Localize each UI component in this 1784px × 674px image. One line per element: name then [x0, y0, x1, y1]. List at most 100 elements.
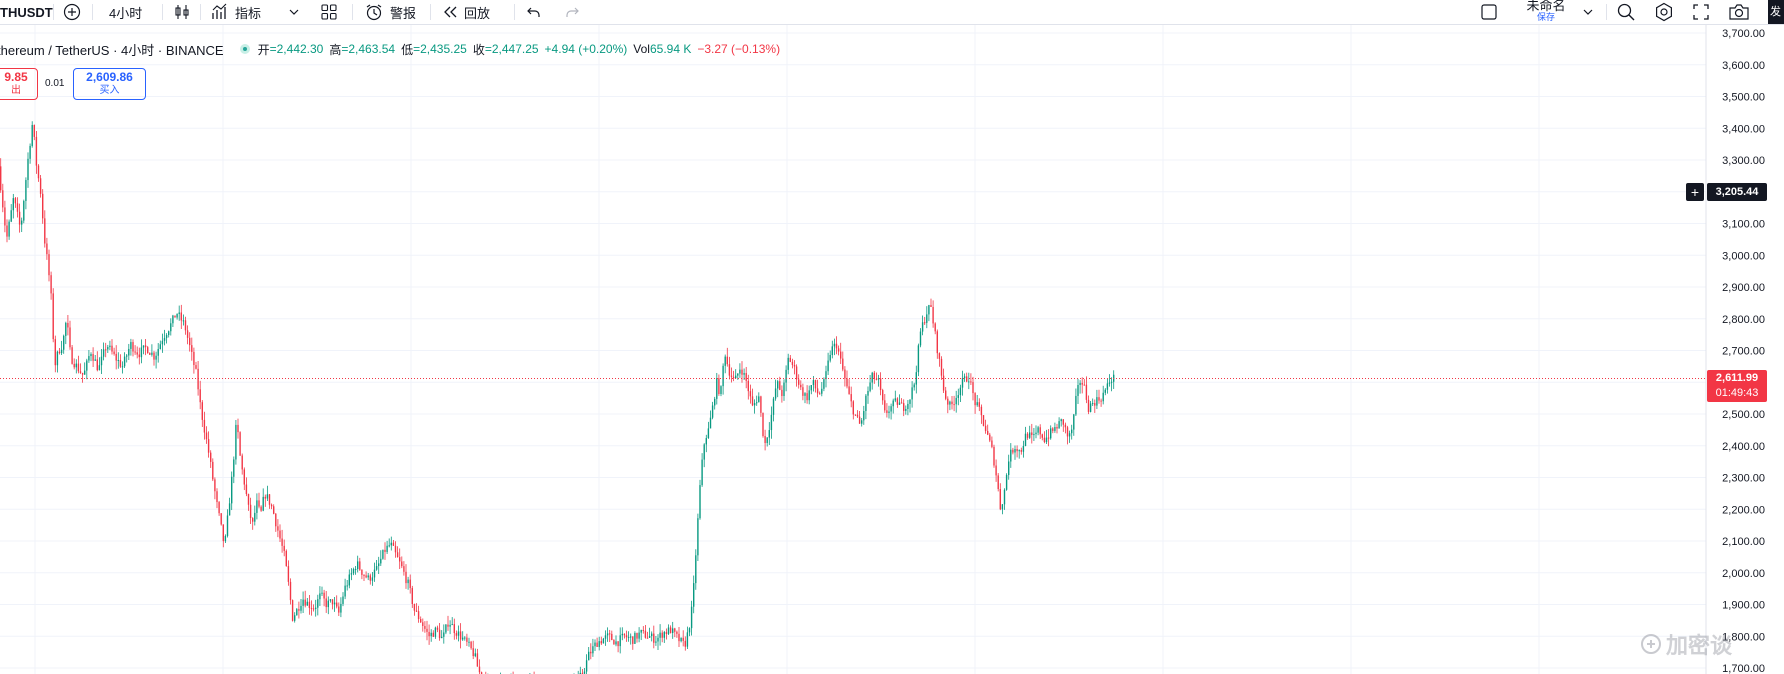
candle-body	[210, 452, 212, 462]
layout-button[interactable]	[320, 0, 338, 24]
candle-body	[732, 376, 735, 379]
candle-body	[837, 348, 840, 352]
candle-body	[403, 566, 405, 572]
candle-body	[951, 401, 953, 405]
indicators-dropdown[interactable]	[288, 0, 300, 24]
candle-body	[422, 622, 424, 626]
candle-body	[711, 405, 714, 418]
indicators-button[interactable]: 指标	[211, 0, 261, 24]
candle-body	[596, 642, 598, 647]
price-tick-label: 1,700.00	[1722, 663, 1765, 674]
interval-button[interactable]: 4小时	[109, 5, 143, 21]
candle-body	[340, 603, 342, 613]
publish-button[interactable]: 发	[1768, 0, 1784, 24]
layout-save-button[interactable]: 未命名 保存	[1510, 0, 1582, 24]
candle-body	[693, 583, 695, 607]
candle-body	[942, 375, 945, 391]
candle-body	[703, 444, 705, 460]
candle-body	[443, 632, 445, 637]
candle-body	[296, 609, 298, 616]
sell-button[interactable]: 9.85 出	[0, 68, 38, 100]
candle-body	[581, 672, 584, 674]
candle-body	[1064, 424, 1067, 428]
candle-body	[42, 193, 44, 219]
snapshot-button[interactable]	[1728, 0, 1750, 24]
price-tick-label: 2,800.00	[1722, 314, 1765, 326]
legend-title[interactable]: thereum / TetherUS · 4小时 · BINANCE	[0, 42, 224, 58]
candle-body	[401, 561, 403, 567]
candle-body	[854, 414, 857, 416]
candle-body	[245, 484, 248, 495]
candle-body	[126, 355, 128, 357]
candle-body	[867, 390, 869, 396]
candle-body	[73, 363, 75, 368]
candle-body	[611, 633, 613, 640]
layout-toggle-button[interactable]	[1480, 0, 1498, 24]
candle-body	[737, 373, 739, 376]
candle-body	[869, 382, 871, 391]
search-icon	[1617, 3, 1635, 21]
candle-body	[216, 491, 218, 503]
chart-pane[interactable]: 3,700.00 3,600.00 3,500.00 3,400.00 3,300.00…	[0, 25, 1784, 674]
candle-body	[71, 347, 73, 364]
candle-body	[174, 315, 176, 318]
candle-body	[800, 384, 802, 388]
candle-body	[1003, 489, 1006, 505]
settings-button[interactable]	[1654, 0, 1674, 24]
price-tick-label: 3,700.00	[1722, 28, 1765, 40]
candle-body	[777, 381, 779, 389]
candle-body	[928, 305, 930, 315]
redo-button[interactable]	[564, 0, 580, 24]
market-status-dot[interactable]	[239, 44, 250, 54]
buy-button[interactable]: 2,609.86 买入	[73, 68, 146, 100]
plus-circle-icon	[63, 3, 81, 21]
quick-search-button[interactable]	[1616, 0, 1636, 24]
candle-body	[625, 635, 628, 638]
candle-body	[701, 459, 703, 486]
candle-body	[214, 479, 216, 492]
price-axis[interactable]: 3,700.00 3,600.00 3,500.00 3,400.00 3,300.00…	[1722, 28, 1765, 674]
candle-body	[823, 379, 825, 389]
candle-body	[961, 378, 964, 388]
layout-dropdown[interactable]	[1582, 0, 1594, 24]
indicators-label: 指标	[235, 5, 262, 21]
candle-body	[682, 637, 684, 641]
chevron-down-icon	[1583, 9, 1593, 15]
replay-button[interactable]: 回放	[442, 0, 490, 24]
candle-body	[592, 646, 594, 654]
price-chart[interactable]: 3,700.00 3,600.00 3,500.00 3,400.00 3,300.00…	[0, 25, 1784, 674]
candle-body	[16, 203, 19, 212]
fullscreen-button[interactable]	[1692, 0, 1710, 24]
undo-button[interactable]	[526, 0, 542, 24]
candle-body	[399, 557, 401, 562]
candle-body	[315, 607, 317, 609]
candle-body	[848, 386, 850, 395]
candle-body	[21, 220, 23, 225]
candle-body	[753, 403, 756, 406]
candle-body	[23, 200, 25, 221]
add-alert-plus-icon[interactable]: +	[1686, 183, 1704, 201]
compare-symbol-button[interactable]	[62, 0, 82, 24]
redo-icon	[566, 7, 579, 17]
candle-body	[835, 343, 838, 349]
candle-body	[802, 387, 804, 396]
candle-body	[949, 401, 951, 405]
candle-body	[934, 323, 936, 332]
candle-body	[617, 641, 619, 647]
candle-body	[1016, 448, 1018, 452]
candle-body	[474, 653, 476, 657]
alert-button[interactable]: 警报	[364, 0, 416, 24]
symbol-search-button[interactable]: THUSDT	[0, 4, 53, 20]
candle-body	[375, 566, 378, 570]
chart-type-button[interactable]	[174, 0, 190, 24]
candle-body	[1050, 428, 1052, 439]
sell-price: 9.85	[4, 70, 28, 84]
candle-body	[783, 382, 785, 397]
candle-body	[256, 500, 258, 513]
candle-body	[963, 376, 966, 379]
candle-body	[1035, 432, 1037, 435]
crosshair-price-label: 3,205.44	[1707, 183, 1767, 201]
candle-body	[850, 394, 852, 402]
candle-body	[613, 639, 615, 645]
candle-body	[1077, 384, 1079, 396]
